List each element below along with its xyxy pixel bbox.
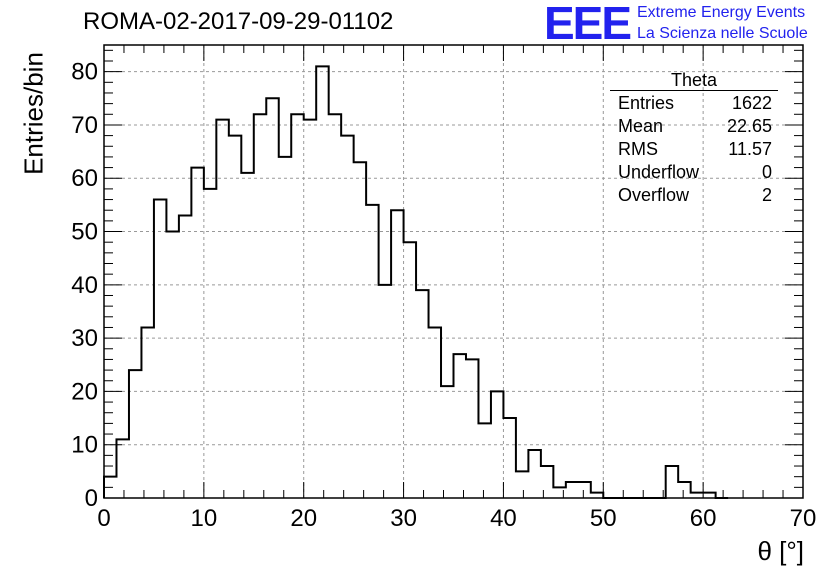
plot-frame — [103, 44, 804, 499]
stats-row-underflow: Underflow 0 — [610, 162, 778, 185]
stats-value: 0 — [761, 162, 772, 182]
stats-value: 2 — [761, 185, 772, 205]
stats-label: Underflow — [618, 162, 700, 182]
x-tick-label: 60 — [690, 505, 717, 532]
stats-label: Mean — [618, 116, 664, 136]
y-tick-label: 10 — [71, 432, 98, 459]
x-tick-label: 10 — [191, 505, 218, 532]
x-axis-label: θ [°] — [757, 536, 804, 566]
stats-row-overflow: Overflow 2 — [610, 185, 778, 208]
axis-ticks — [103, 45, 804, 499]
y-tick-label: 80 — [71, 59, 98, 86]
y-axis-label: Entries/bin — [18, 52, 49, 175]
logo-line-1: Extreme Energy Events — [637, 4, 806, 21]
x-tick-label: 50 — [590, 505, 617, 532]
stats-label: Entries — [618, 93, 675, 113]
y-tick-label: 20 — [71, 378, 98, 405]
y-tick-label: 30 — [71, 325, 98, 352]
x-tick-label: 40 — [490, 505, 517, 532]
stats-value: 1622 — [731, 93, 772, 113]
eee-logo: EEE — [544, 0, 632, 49]
stats-value: 22.65 — [726, 116, 772, 136]
y-tick-label: 50 — [71, 219, 98, 246]
stats-box: Theta Entries 1622 Mean 22.65 RMS 11.57 … — [610, 70, 778, 208]
stats-row-entries: Entries 1622 — [610, 93, 778, 116]
grid-lines — [104, 45, 803, 498]
x-tick-label: 0 — [97, 505, 110, 532]
stats-title: Theta — [610, 70, 778, 91]
y-tick-label: 40 — [71, 272, 98, 299]
logo-line-2: La Scienza nelle Scuole — [637, 25, 808, 42]
stats-row-mean: Mean 22.65 — [610, 116, 778, 139]
stats-label: RMS — [618, 139, 658, 159]
stats-value: 11.57 — [728, 139, 772, 159]
y-tick-label: 0 — [85, 485, 98, 512]
chart-title: ROMA-02-2017-09-29-01102 — [83, 8, 394, 35]
y-tick-label: 70 — [71, 112, 98, 139]
histogram-series-theta — [103, 65, 729, 499]
x-tick-label: 20 — [290, 505, 317, 532]
stats-row-rms: RMS 11.57 — [610, 139, 778, 162]
x-tick-label: 30 — [390, 505, 417, 532]
stats-label: Overflow — [618, 185, 690, 205]
x-tick-label: 70 — [790, 505, 817, 532]
y-tick-label: 60 — [71, 165, 98, 192]
